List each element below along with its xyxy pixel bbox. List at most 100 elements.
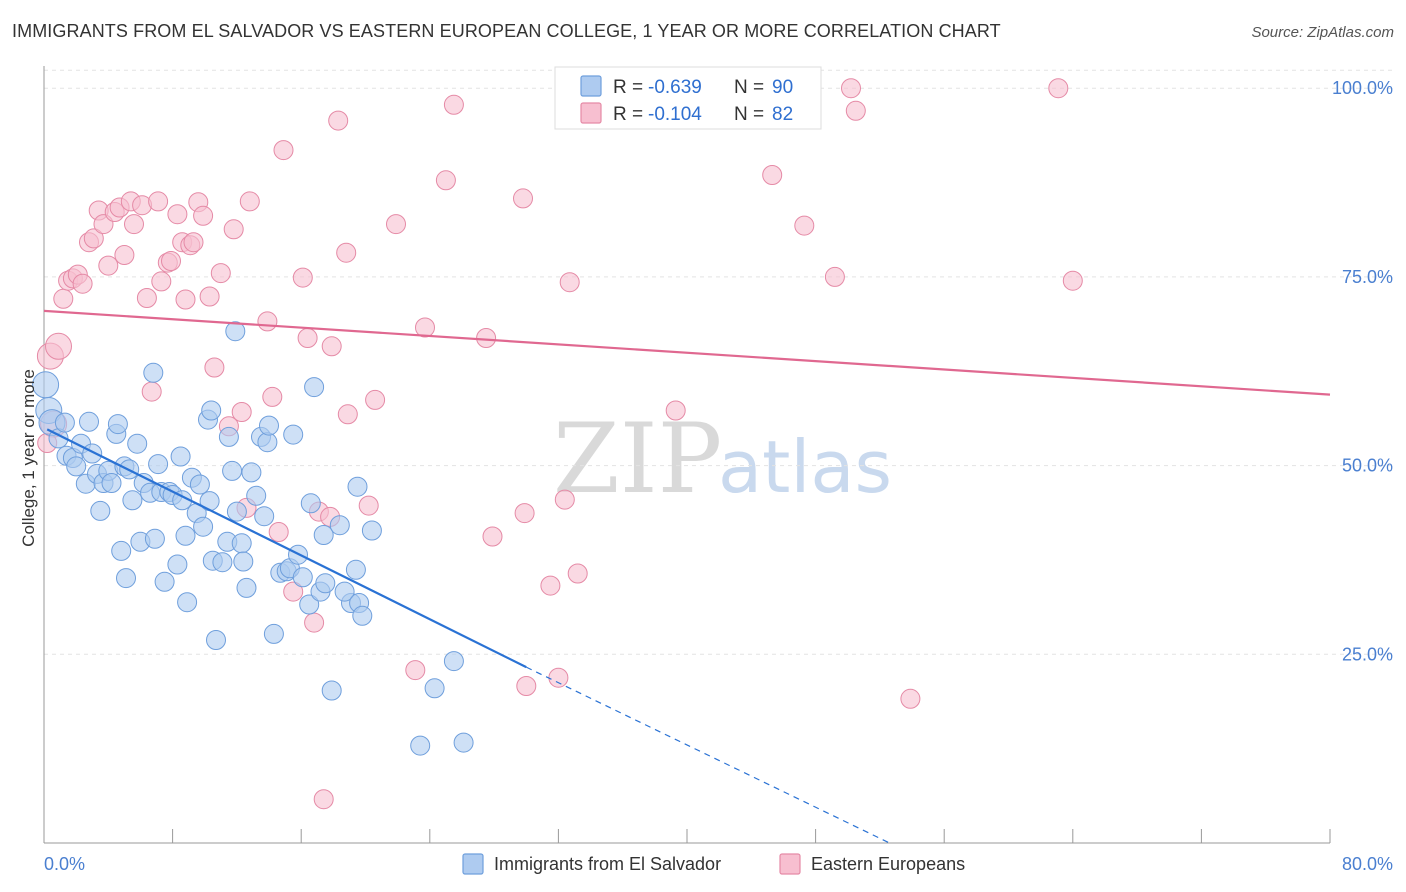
- point: [824, 266, 845, 287]
- point: [410, 735, 431, 756]
- point: [246, 485, 267, 506]
- point: [321, 336, 342, 357]
- point: [98, 255, 119, 276]
- trend-lines: [43, 309, 1331, 844]
- point: [283, 424, 304, 445]
- bottom-legend-swatch-blue: [462, 853, 484, 875]
- point: [114, 245, 135, 265]
- point: [136, 288, 157, 308]
- point: [151, 271, 172, 292]
- point: [254, 506, 275, 527]
- bottom-legend-swatch-pink: [779, 853, 801, 875]
- point: [841, 78, 861, 99]
- y-axis-label: College, 1 year or more: [19, 369, 38, 547]
- legend-n-label-1: N =: [734, 77, 764, 98]
- point: [226, 501, 247, 522]
- point: [386, 214, 406, 235]
- point: [175, 289, 196, 310]
- point: [66, 456, 87, 477]
- point: [167, 554, 188, 575]
- point: [193, 516, 214, 537]
- point: [154, 571, 175, 592]
- point: [183, 232, 204, 253]
- point: [321, 680, 342, 701]
- point: [161, 251, 181, 271]
- legend-r-value-2: -0.104: [648, 104, 702, 125]
- correlation-legend: R = -0.639 N = 90 R = -0.104 N = 82: [554, 66, 822, 130]
- point: [90, 500, 111, 521]
- axes: [43, 66, 1331, 844]
- point: [443, 94, 464, 115]
- point: [415, 317, 435, 338]
- point: [361, 520, 382, 541]
- point: [223, 219, 244, 240]
- point: [199, 286, 220, 307]
- point: [482, 526, 503, 547]
- point: [273, 140, 294, 161]
- point: [292, 267, 313, 288]
- point: [435, 170, 456, 191]
- point: [334, 581, 355, 602]
- point: [257, 432, 278, 453]
- point: [262, 386, 283, 407]
- point: [845, 100, 866, 121]
- point: [167, 204, 188, 225]
- point: [127, 433, 148, 454]
- point: [231, 402, 252, 422]
- legend-swatch-blue: [580, 75, 602, 97]
- chart-source: Source: ZipAtlas.com: [1251, 24, 1394, 41]
- point: [143, 362, 164, 383]
- point: [567, 563, 588, 584]
- legend-r-label-2: R =: [613, 104, 643, 125]
- point: [148, 454, 169, 475]
- point: [559, 272, 580, 293]
- point: [222, 460, 243, 481]
- point: [665, 400, 686, 421]
- bottom-legend-label-eastern-europeans: Eastern Europeans: [811, 854, 965, 874]
- bottom-legend-label-el-salvador: Immigrants from El Salvador: [494, 854, 721, 874]
- point: [548, 667, 569, 688]
- x-tick-label-max: 80.0%: [1342, 854, 1393, 874]
- point: [453, 732, 474, 753]
- point: [45, 332, 72, 360]
- legend-n-value-2: 82: [772, 104, 793, 125]
- point: [177, 592, 198, 613]
- point: [82, 443, 103, 464]
- point: [218, 426, 239, 447]
- point: [283, 581, 304, 602]
- point: [231, 533, 252, 554]
- y-tick-label-25: 25.0%: [1342, 644, 1393, 664]
- point: [762, 165, 783, 185]
- legend-swatch-pink: [580, 102, 602, 124]
- y-tick-label-75: 75.0%: [1342, 267, 1393, 287]
- point: [516, 676, 537, 696]
- point: [101, 473, 122, 493]
- point: [554, 489, 575, 510]
- point: [443, 651, 464, 672]
- point: [204, 357, 225, 378]
- trend-line-el-salvador: [46, 428, 527, 669]
- y-tick-label-50: 50.0%: [1342, 456, 1393, 476]
- point: [424, 678, 445, 699]
- point: [79, 411, 99, 432]
- point: [297, 328, 318, 348]
- point: [83, 228, 104, 249]
- trend-line-eastern-europeans: [43, 309, 1331, 396]
- point: [313, 789, 334, 810]
- point: [239, 191, 260, 212]
- point: [241, 462, 262, 483]
- point: [514, 503, 535, 524]
- point: [405, 660, 426, 681]
- point: [175, 525, 196, 546]
- point: [513, 188, 533, 209]
- x-tick-label-min: 0.0%: [44, 854, 85, 874]
- trend-line-el-salvador-extension: [525, 666, 890, 844]
- watermark-zip: ZIP: [553, 403, 722, 515]
- point: [107, 414, 128, 435]
- point: [263, 623, 284, 644]
- point: [148, 191, 169, 212]
- point: [124, 214, 144, 235]
- point: [476, 328, 497, 348]
- y-tick-label-100: 100.0%: [1332, 78, 1393, 98]
